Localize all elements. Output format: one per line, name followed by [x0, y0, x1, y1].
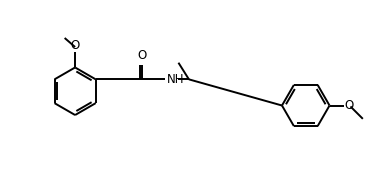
Text: O: O [138, 49, 147, 62]
Text: O: O [71, 39, 80, 52]
Text: O: O [344, 99, 353, 112]
Text: NH: NH [166, 73, 184, 86]
